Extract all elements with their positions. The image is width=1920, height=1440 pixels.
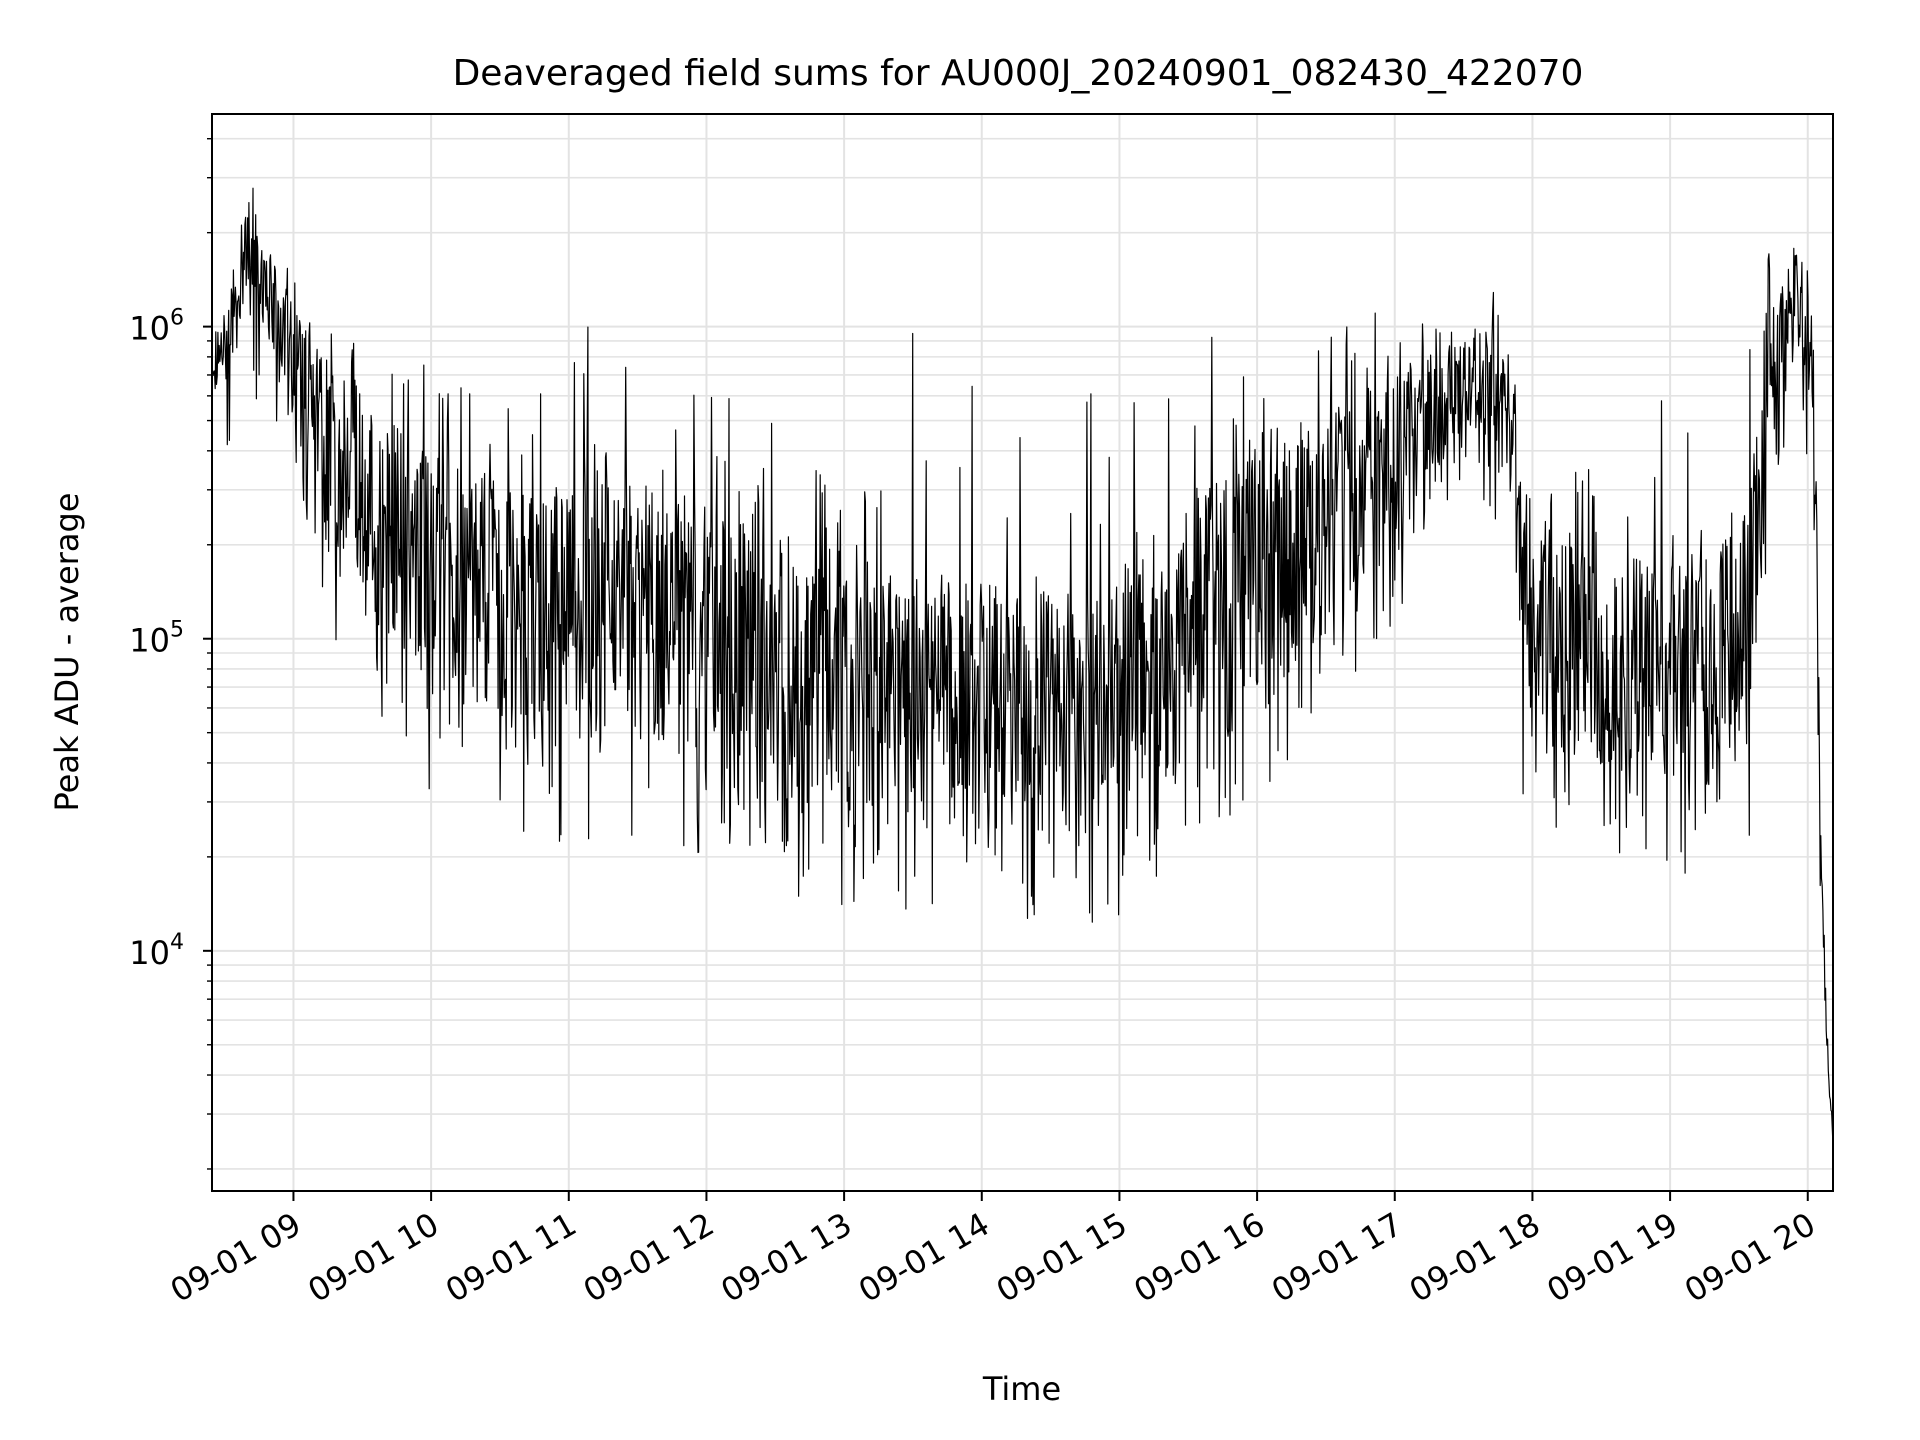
x-axis-label: Time — [982, 1370, 1061, 1408]
chart-title: Deaveraged field sums for AU000J_2024090… — [453, 53, 1584, 94]
y-axis: 104 105 106 — [129, 138, 212, 1170]
y-tick-label: 106 — [129, 306, 184, 348]
series-line — [212, 187, 1834, 1147]
y-tick-label: 105 — [129, 618, 184, 660]
y-tick-label: 104 — [129, 930, 184, 972]
series-layer — [212, 187, 1834, 1147]
y-axis-label: Peak ADU - average — [48, 493, 86, 812]
